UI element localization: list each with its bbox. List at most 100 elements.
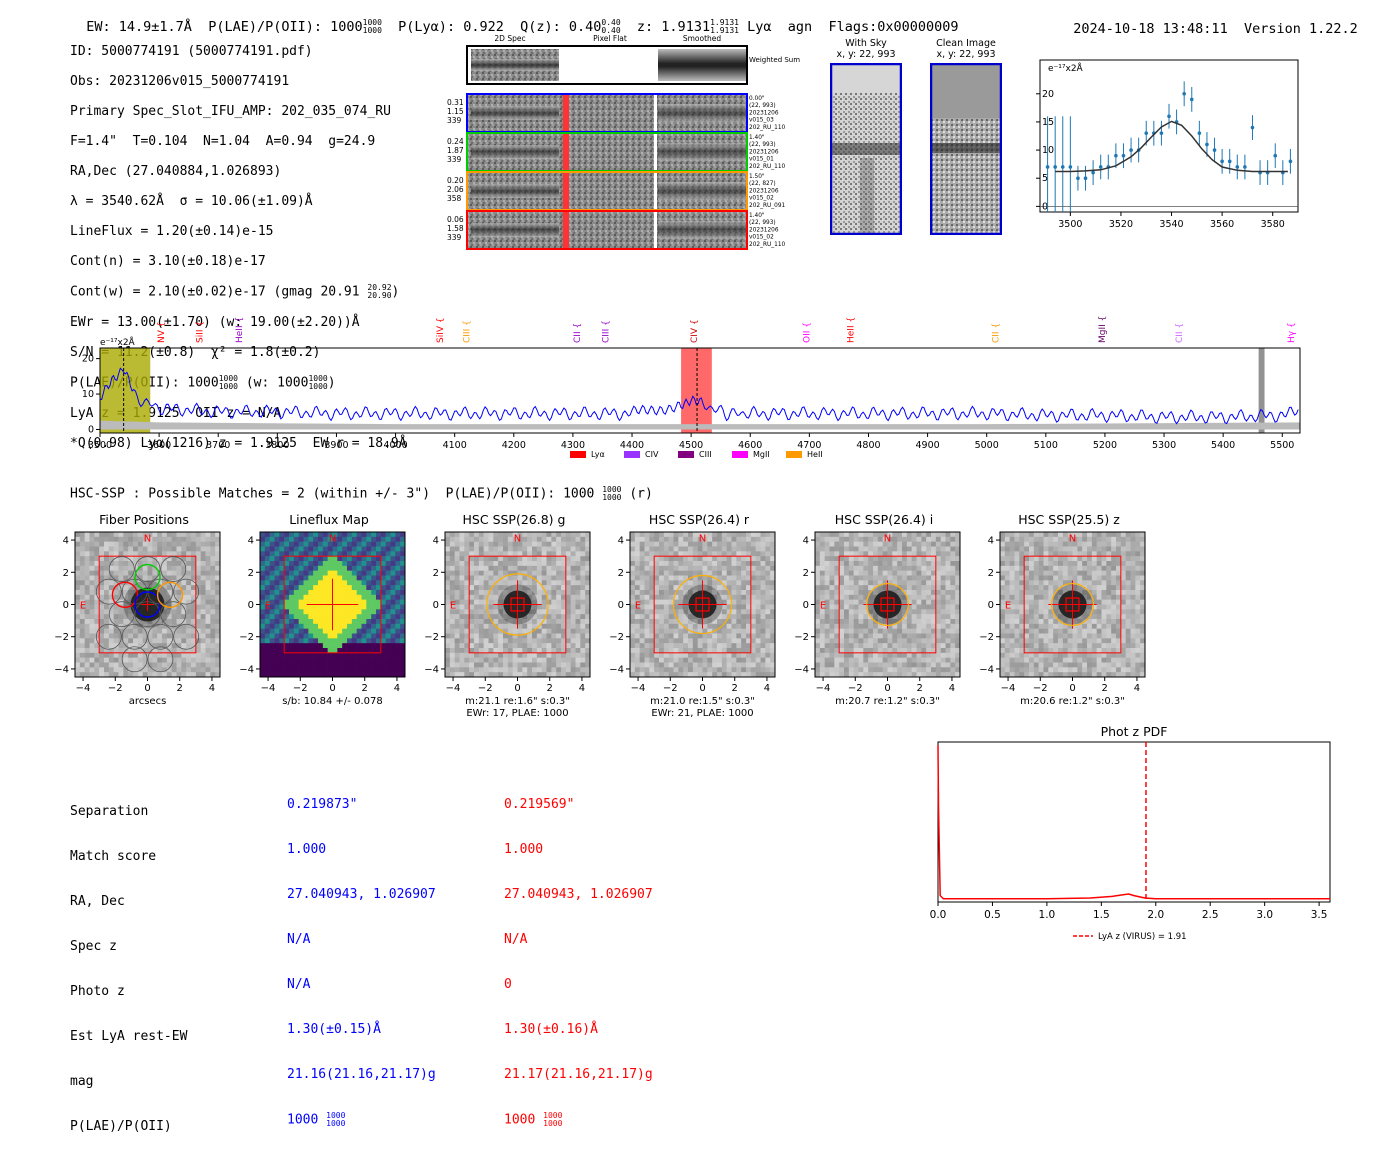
cutout-row-weight: 0.31: [447, 98, 464, 107]
hsc-xtick-label: −4: [76, 683, 91, 694]
hsc-ytick-label: −2: [55, 632, 69, 643]
spectrum-line-label: HeII {: [235, 317, 245, 343]
cutout-row-meta: v015_02: [749, 196, 774, 202]
zoom-data-point: [1160, 131, 1164, 135]
cutout-row-meta: 1.50": [749, 174, 765, 180]
info-id: ID: 5000774191 (5000774191.pdf): [70, 44, 407, 59]
photz-xtick-label: 3.5: [1311, 909, 1328, 921]
zoom-data-point: [1167, 114, 1171, 118]
hsc-ytick-label: 0: [63, 600, 69, 611]
hsc-ytick-label: 2: [433, 568, 439, 579]
photz-title: Phot z PDF: [1101, 724, 1168, 739]
cutout-row-meta: (22, 827): [749, 181, 776, 187]
cutout-row-meta: 202_RU_110: [749, 164, 786, 170]
spectrum-legend-swatch: [732, 451, 748, 458]
zoom-data-point: [1099, 165, 1103, 169]
hsc-ytick-label: 4: [63, 536, 69, 547]
cutout-row-trace: [471, 106, 559, 120]
compass-e: E: [450, 601, 456, 612]
zoom-data-point: [1076, 176, 1080, 180]
zoom-data-point: [1069, 165, 1073, 169]
hsc-heading: HSC-SSP : Possible Matches = 2 (within +…: [70, 486, 653, 502]
zoom-data-point: [1091, 171, 1095, 175]
photz-xtick-label: 0.5: [984, 909, 1001, 921]
spectrum-legend-swatch: [624, 451, 640, 458]
hsc-ytick-label: −2: [795, 632, 809, 643]
spectrum-xtick-label: 3500: [88, 440, 112, 451]
hsc-xtick-label: 4: [1134, 683, 1140, 694]
cutout-row-smoothed: [658, 104, 746, 122]
info-contw: Cont(w) = 2.10(±0.02)e-17 (gmag 20.91 20…: [70, 284, 407, 300]
info-primary: Primary Spec_Slot_IFU_AMP: 202_035_074_R…: [70, 104, 407, 119]
cutout-row-meta: 202_RU_110: [749, 125, 786, 131]
spectrum-xtick-label: 3800: [265, 440, 289, 451]
cutout-row-weight: 1.58: [447, 224, 464, 233]
spectrum-line-label: CII {: [1175, 323, 1185, 343]
photz-xtick-label: 1.5: [1093, 909, 1110, 921]
row-label-photoz: Photo z: [70, 984, 187, 999]
hsc-xtick-label: 0: [514, 683, 520, 694]
cutout-row-smoothed: [658, 182, 746, 200]
hsc-ytick-label: 2: [988, 568, 994, 579]
cutout-row-meta: (22, 993): [749, 142, 776, 148]
cutout-row-smoothed: [658, 221, 746, 239]
spectrum-line-label: MgII {: [1098, 316, 1108, 343]
photz-xtick-label: 3.0: [1256, 909, 1273, 921]
cutout-row-gap: [654, 134, 657, 170]
compass-n: N: [1069, 534, 1076, 545]
spectrum-line-label: HeII {: [847, 317, 857, 343]
cutout-row-gap: [654, 212, 657, 248]
hsc-ytick-label: 0: [988, 600, 994, 611]
hsc-ytick-label: 2: [63, 568, 69, 579]
spectrum-xtick-label: 5400: [1211, 440, 1235, 451]
compass-e: E: [80, 601, 86, 612]
spectrum-xtick-label: 3700: [206, 440, 230, 451]
zoom-data-point: [1235, 165, 1239, 169]
zoom-data-point: [1046, 165, 1050, 169]
cutout-row-meta: 20231206: [749, 110, 779, 116]
zoom-line-chart: e⁻¹⁷x2Å3500352035403560358005101520: [1030, 55, 1320, 235]
cutout-row-trace: [471, 145, 559, 159]
match-table-red: 0.219569" 1.000 27.040943, 1.026907 N/A …: [504, 767, 653, 1143]
spectrum-ylabel: e⁻¹⁷x2Å: [100, 336, 136, 348]
hsc-xtick-label: 4: [209, 683, 215, 694]
row-label-radec: RA, Dec: [70, 894, 187, 909]
compass-n: N: [884, 534, 891, 545]
weighted-sum-smoothed: [658, 49, 746, 81]
spectrum-line-label: CIII {: [601, 320, 611, 343]
hsc-xtick-label: −4: [1001, 683, 1016, 694]
spectrum-line-label: OII {: [802, 322, 812, 343]
hsc-xtick-label: −2: [663, 683, 678, 694]
col-header-2dspec: 2D Spec: [494, 34, 525, 43]
hsc-ytick-label: −2: [240, 632, 254, 643]
zoom-data-point: [1084, 176, 1088, 180]
cutout-row-meta: v015_02: [749, 235, 774, 241]
hsc-xtick-label: 2: [917, 683, 923, 694]
hsc-ytick-label: −2: [425, 632, 439, 643]
col-header-smoothed: Smoothed: [683, 34, 722, 43]
hsc-ytick-label: 0: [618, 600, 624, 611]
hsc-panel-title: Lineflux Map: [240, 512, 418, 529]
info-fit: F=1.4" T=0.104 N=1.04 A=0.94 g=24.9: [70, 134, 407, 149]
hsc-xtick-label: 4: [394, 683, 400, 694]
spectrum-xtick-label: 5300: [1152, 440, 1176, 451]
row-label-mag: mag: [70, 1074, 187, 1089]
zoom-xtick-label: 3560: [1210, 219, 1234, 230]
row-label-ew: Est LyA rest-EW: [70, 1029, 187, 1044]
zoom-xtick-label: 3520: [1109, 219, 1133, 230]
cutout-row-weight: 1.87: [447, 146, 464, 155]
spectrum-legend-label: CIII: [699, 450, 712, 459]
header-timestamp-block: 2024-10-18 13:48:11 Version 1.22.2: [1057, 5, 1358, 37]
cutout-row-gap: [654, 95, 657, 131]
photz-xtick-label: 2.5: [1202, 909, 1219, 921]
zoom-data-point: [1198, 131, 1202, 135]
hsc-panel-caption: m:20.6 re:1.2" s:0.3": [1000, 696, 1145, 708]
